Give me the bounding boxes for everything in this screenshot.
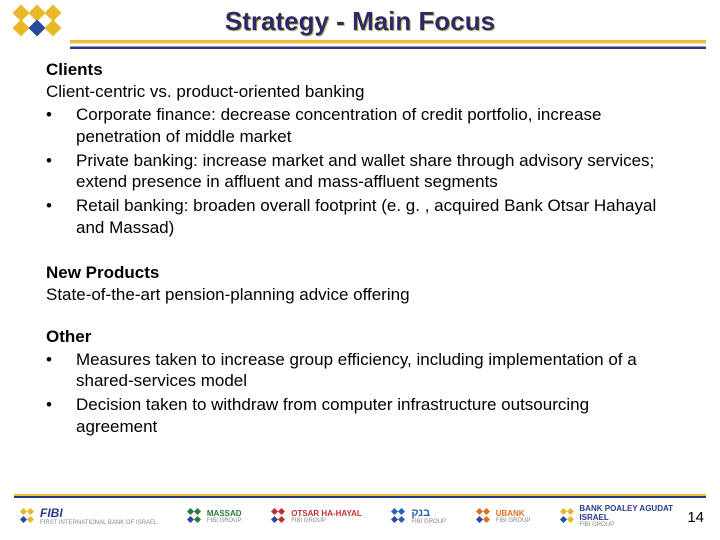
page-number: 14 xyxy=(687,509,704,526)
bullet-text: Decision taken to withdraw from computer… xyxy=(76,394,674,438)
footer-rule xyxy=(14,494,706,498)
footer-logo-tag: FIBI GROUP xyxy=(207,518,242,524)
section-heading-other: Other xyxy=(46,327,674,347)
footer-logo-label: UBANK xyxy=(496,509,525,518)
section-heading-clients: Clients xyxy=(46,60,674,80)
footer-logo-tag: FIBI GROUP xyxy=(291,518,362,524)
footer-logo-otsar: OTSAR HA-HAYAL FIBI GROUP xyxy=(271,508,362,524)
section-heading-new-products: New Products xyxy=(46,263,674,283)
bullet-icon: • xyxy=(46,104,76,148)
footer-logo-label: BANK POALEY AGUDAT ISRAEL xyxy=(579,504,673,522)
list-item: •Private banking: increase market and wa… xyxy=(46,150,674,194)
footer-logo-ubank: UBANK FIBI GROUP xyxy=(476,508,531,524)
bullet-text: Retail banking: broaden overall footprin… xyxy=(76,195,674,239)
footer: FIBI FIRST INTERNATIONAL BANK OF ISRAEL … xyxy=(0,494,720,528)
list-item: •Retail banking: broaden overall footpri… xyxy=(46,195,674,239)
content-area: Clients Client-centric vs. product-orien… xyxy=(0,60,720,438)
clients-subtitle: Client-centric vs. product-oriented bank… xyxy=(46,82,674,102)
clients-bullets: •Corporate finance: decrease concentrati… xyxy=(46,104,674,239)
header: Strategy - Main Focus xyxy=(0,0,720,54)
footer-logo-label: בנק xyxy=(411,507,430,519)
bullet-icon: • xyxy=(46,150,76,194)
bullet-icon: • xyxy=(46,349,76,393)
footer-logo-tag: FIBI GROUP xyxy=(411,519,446,525)
diamond-cluster-icon xyxy=(560,508,575,524)
footer-logos-row: FIBI FIRST INTERNATIONAL BANK OF ISRAEL … xyxy=(14,504,706,528)
bullet-icon: • xyxy=(46,394,76,438)
footer-logo-poaley: BANK POALEY AGUDAT ISRAEL FIBI GROUP xyxy=(560,504,700,528)
footer-logo-subline: FIRST INTERNATIONAL BANK OF ISRAEL xyxy=(40,520,157,526)
bullet-text: Measures taken to increase group efficie… xyxy=(76,349,674,393)
list-item: •Measures taken to increase group effici… xyxy=(46,349,674,393)
diamond-cluster-icon xyxy=(391,508,407,524)
diamond-cluster-icon xyxy=(476,508,492,524)
footer-logo-bank-hebrew: בנק FIBI GROUP xyxy=(391,507,446,525)
diamond-cluster-icon xyxy=(20,508,36,524)
footer-logo-fibi: FIBI FIRST INTERNATIONAL BANK OF ISRAEL xyxy=(20,506,157,526)
diamond-cluster-icon xyxy=(271,508,287,524)
footer-logo-tag: FIBI GROUP xyxy=(496,518,531,524)
footer-logo-massad: MASSAD FIBI GROUP xyxy=(187,508,242,524)
diamond-cluster-icon xyxy=(187,508,203,524)
footer-logo-label: FIBI xyxy=(40,506,63,520)
new-products-subtitle: State-of-the-art pension-planning advice… xyxy=(46,285,674,305)
slide-title: Strategy - Main Focus xyxy=(0,6,720,37)
bullet-icon: • xyxy=(46,195,76,239)
title-underline xyxy=(70,40,706,49)
list-item: •Corporate finance: decrease concentrati… xyxy=(46,104,674,148)
bullet-text: Corporate finance: decrease concentratio… xyxy=(76,104,674,148)
other-bullets: •Measures taken to increase group effici… xyxy=(46,349,674,438)
list-item: •Decision taken to withdraw from compute… xyxy=(46,394,674,438)
footer-logo-label: MASSAD xyxy=(207,509,242,518)
footer-logo-tag: FIBI GROUP xyxy=(579,522,700,528)
footer-logo-label: OTSAR HA-HAYAL xyxy=(291,509,362,518)
bullet-text: Private banking: increase market and wal… xyxy=(76,150,674,194)
